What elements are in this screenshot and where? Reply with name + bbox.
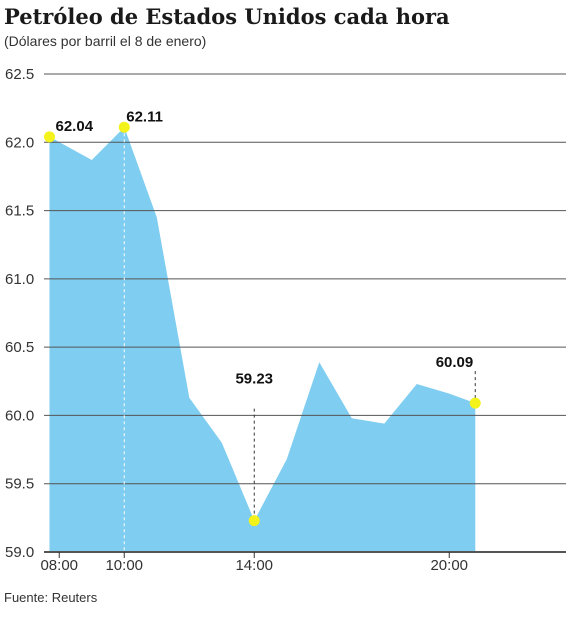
y-tick-label: 62.0 bbox=[5, 134, 34, 151]
highlight-point bbox=[248, 515, 260, 527]
highlight-point bbox=[118, 121, 130, 133]
y-tick-label: 61.5 bbox=[5, 203, 34, 220]
area-series-layer bbox=[49, 127, 476, 553]
y-tick-label: 60.5 bbox=[5, 339, 34, 356]
x-tick-label: 14:00 bbox=[235, 557, 273, 574]
x-axis: 08:00 10:00 14:00 20:00 bbox=[40, 552, 468, 574]
y-tick-label: 60.0 bbox=[5, 407, 34, 424]
data-label: 60.09 bbox=[436, 354, 474, 371]
x-tick-label: 10:00 bbox=[105, 557, 143, 574]
annotations: 62.04 62.11 59.23 60.09 bbox=[44, 108, 481, 552]
y-tick-label: 61.0 bbox=[5, 271, 34, 288]
y-axis: 59.0 59.5 60.0 60.5 61.0 61.5 62.0 62.5 bbox=[5, 66, 34, 561]
gridlines bbox=[44, 73, 566, 553]
source-note: Fuente: Reuters bbox=[4, 590, 98, 605]
area-series bbox=[49, 127, 476, 553]
highlight-point bbox=[469, 397, 481, 409]
x-tick-label: 20:00 bbox=[430, 557, 468, 574]
data-label: 62.11 bbox=[126, 108, 163, 125]
chart-subtitle: (Dólares por barril el 8 de enero) bbox=[4, 33, 207, 49]
x-tick-label: 08:00 bbox=[40, 557, 78, 574]
y-tick-label: 59.5 bbox=[5, 476, 34, 493]
y-tick-label: 59.0 bbox=[5, 544, 34, 561]
y-tick-label: 62.5 bbox=[5, 66, 34, 83]
chart-title: Petróleo de Estados Unidos cada hora bbox=[4, 4, 450, 29]
data-label: 62.04 bbox=[56, 118, 94, 135]
eagle-watermark-icon bbox=[181, 218, 384, 354]
highlight-point bbox=[44, 131, 55, 143]
data-label: 59.23 bbox=[235, 371, 273, 388]
